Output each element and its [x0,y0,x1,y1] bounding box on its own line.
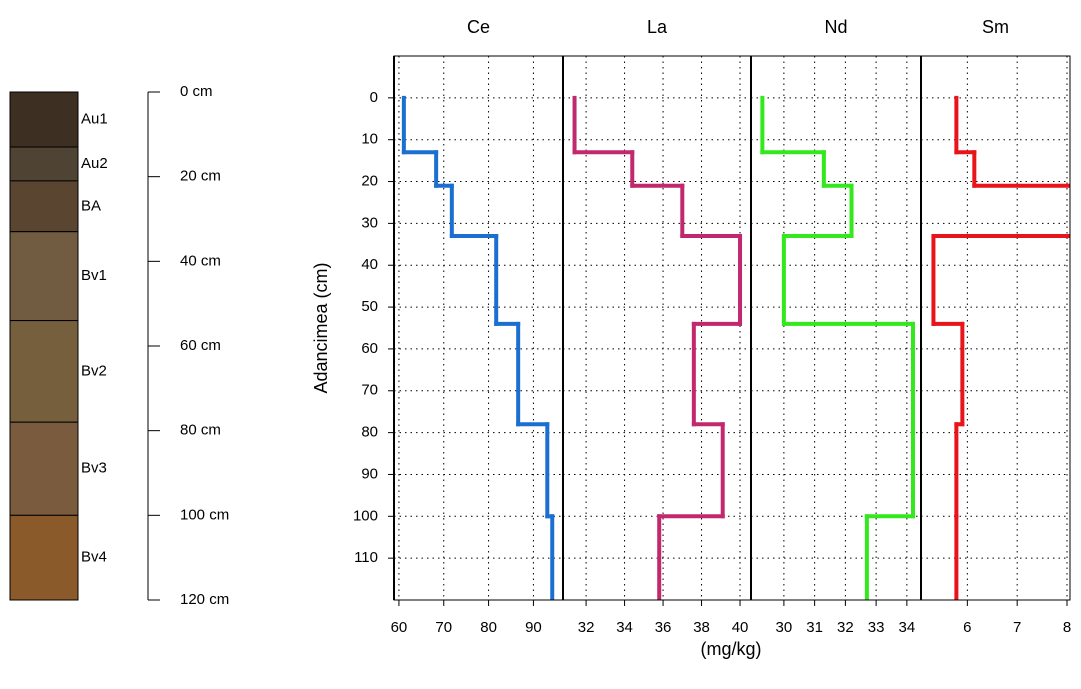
y-axis-label: Adancimea (cm) [311,262,331,393]
x-axis-label: (mg/kg) [700,639,761,659]
soil-horizon [9,231,79,322]
x-tick-label: 6 [963,619,971,636]
panel-title: Nd [824,17,847,37]
panel-title: La [647,17,668,37]
y-tick-label: 90 [361,465,378,482]
depth-tick-label: 120 cm [180,591,229,608]
panel-frame [750,55,922,601]
x-tick-label: 31 [806,619,823,636]
x-tick-label: 90 [525,619,542,636]
soil-horizon [9,421,79,516]
depth-tick-label: 100 cm [180,506,229,523]
soil-horizon [9,514,79,601]
horizon-label: BA [81,197,101,214]
x-tick-label: 8 [1063,619,1071,636]
horizon-label: Au2 [81,155,108,172]
depth-tick-label: 40 cm [180,252,221,269]
panel-frame [920,55,1071,601]
x-tick-label: 40 [732,619,749,636]
x-tick-label: 60 [391,619,408,636]
y-tick-label: 60 [361,340,378,357]
x-tick-label: 30 [776,619,793,636]
depth-tick-label: 20 cm [180,168,221,185]
step-line [760,95,916,600]
step-line [572,95,743,600]
y-tick-label: 30 [361,214,378,231]
horizon-label: Bv4 [81,549,107,566]
y-tick-label: 40 [361,256,378,273]
y-tick-label: 10 [361,131,378,148]
y-tick-label: 50 [361,298,378,315]
x-tick-label: 38 [693,619,710,636]
panel-frame [393,55,564,601]
soil-horizon [9,91,79,148]
panel-title: Ce [467,17,490,37]
y-tick-label: 100 [353,507,378,524]
y-tick-label: 110 [354,549,378,566]
soil-horizon [9,180,79,233]
depth-tick-label: 0 cm [180,83,213,100]
x-tick-label: 33 [868,619,885,636]
panel-title: Sm [982,17,1009,37]
x-tick-label: 34 [616,619,633,636]
x-tick-label: 34 [899,619,916,636]
panel-frame [562,55,752,601]
soil-horizon [9,320,79,423]
x-tick-label: 32 [837,619,854,636]
depth-tick-label: 60 cm [180,337,221,354]
horizon-label: Bv1 [81,267,107,284]
x-tick-label: 80 [480,619,497,636]
y-tick-label: 70 [361,382,378,399]
y-tick-label: 80 [361,424,378,441]
depth-tick-label: 80 cm [180,422,221,439]
horizon-label: Bv3 [81,460,107,477]
step-line [931,95,1070,600]
y-tick-label: 20 [361,173,378,190]
x-tick-label: 7 [1013,619,1021,636]
step-line [401,95,555,600]
soil-horizon [9,146,79,182]
y-tick-label: 0 [370,89,378,106]
x-tick-label: 32 [578,619,595,636]
horizon-label: Au1 [81,110,108,127]
x-tick-label: 36 [655,619,672,636]
x-tick-label: 70 [435,619,452,636]
horizon-label: Bv2 [81,362,107,379]
